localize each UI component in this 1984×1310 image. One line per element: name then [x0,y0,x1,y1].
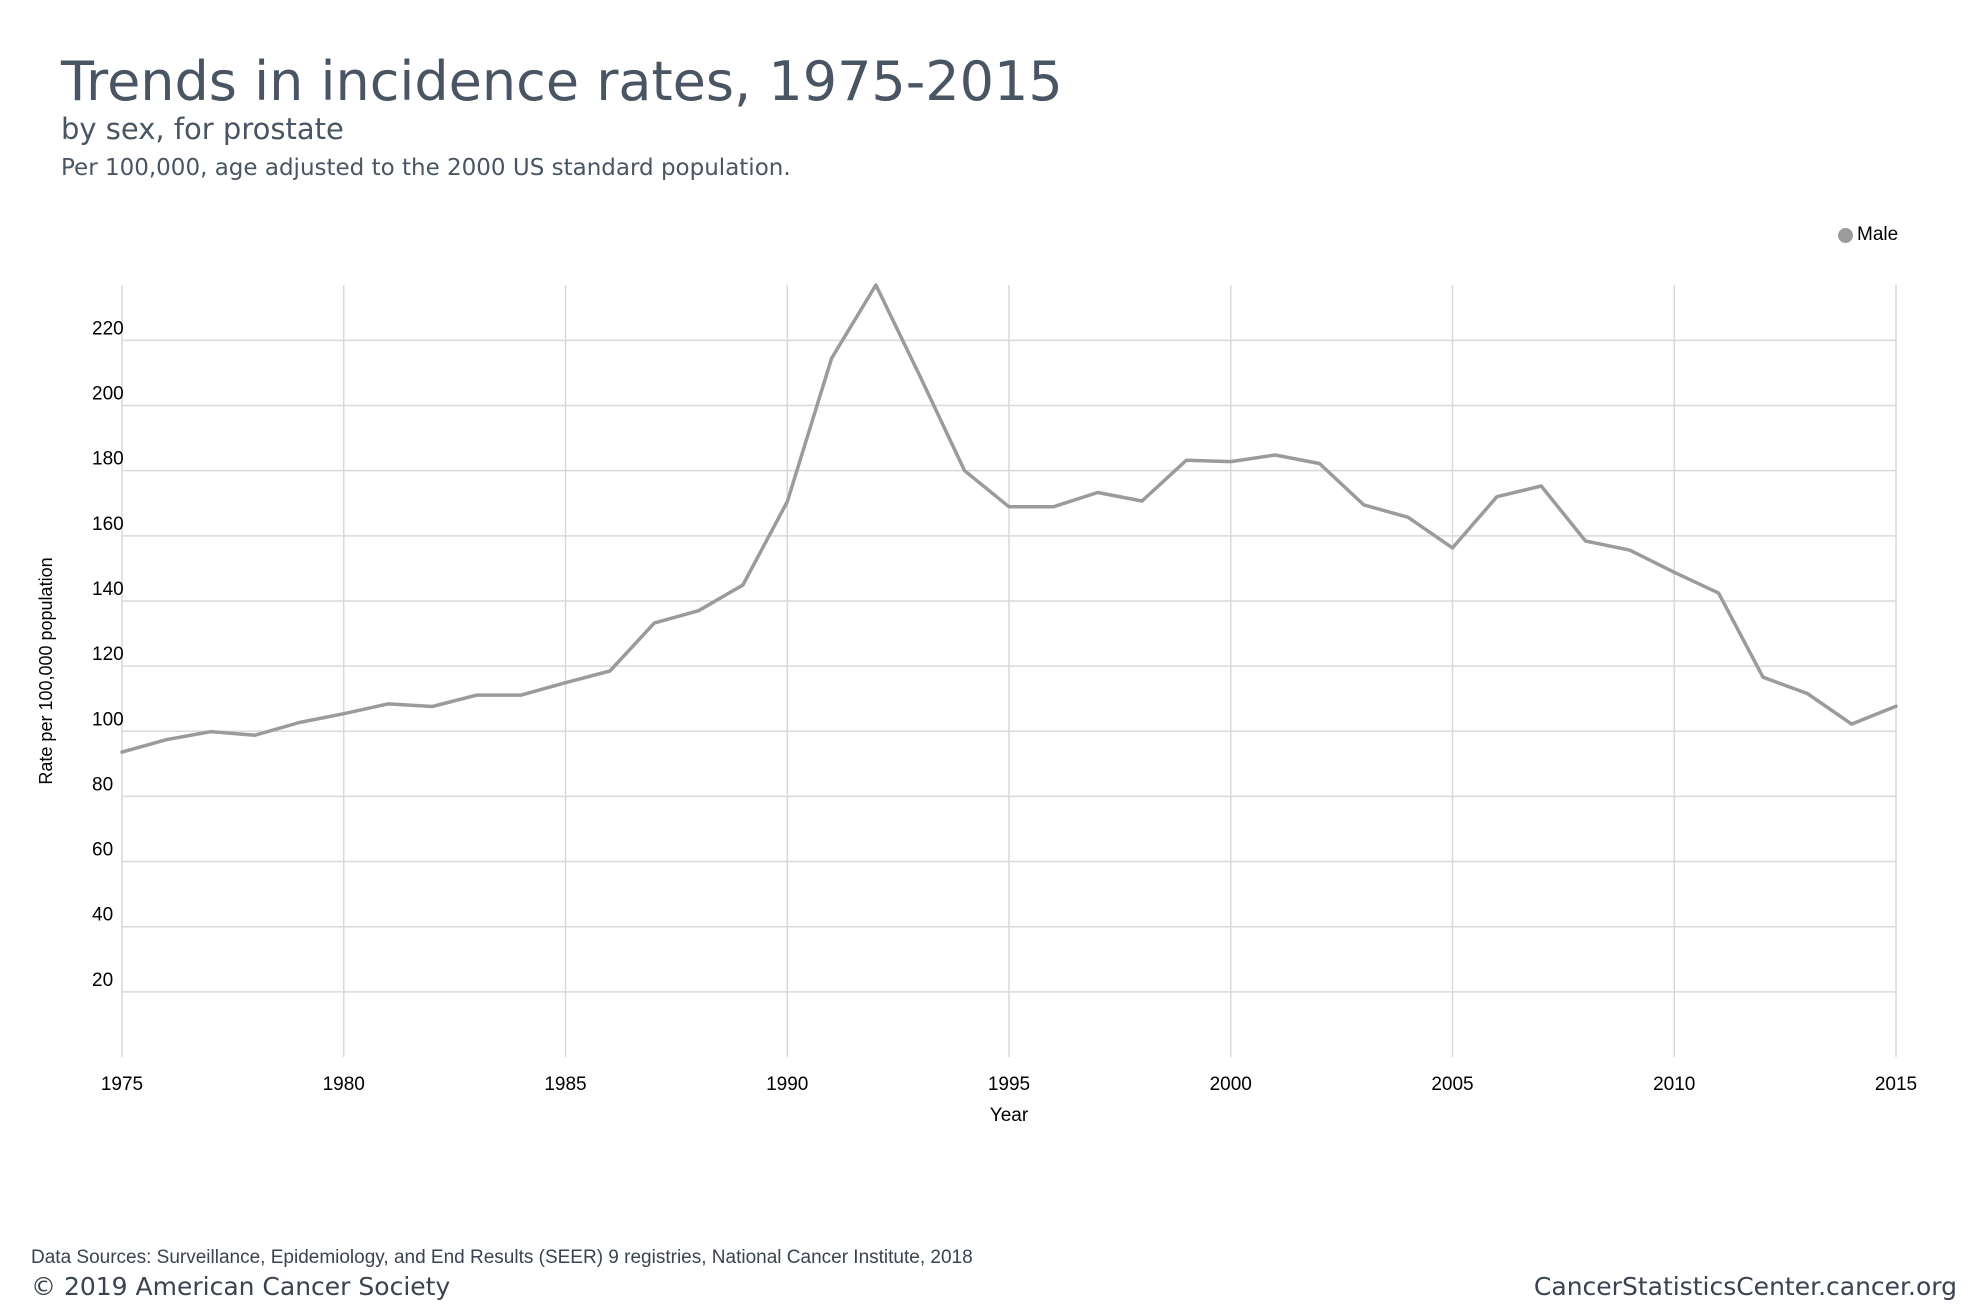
legend[interactable]: Male [1838,224,1898,246]
chart-note: Per 100,000, age adjusted to the 2000 US… [61,155,791,181]
data-point[interactable] [1846,718,1858,730]
data-point[interactable] [914,371,926,383]
data-point[interactable] [648,617,660,629]
data-point[interactable] [959,465,971,477]
copyright: © 2019 American Cancer Society [31,1272,451,1301]
x-tick-label: 2000 [1210,1074,1252,1095]
y-tick-label: 100 [92,709,124,730]
data-point[interactable] [205,726,217,738]
data-point[interactable] [1535,480,1547,492]
x-tick-label: 2005 [1431,1074,1473,1095]
data-point[interactable] [826,352,838,364]
data-point[interactable] [1491,491,1503,503]
x-axis-ticks: 1975 1980 1985 1990 1995 2000 2005 2010 2015 [101,1074,1917,1095]
legend-label-male: Male [1857,224,1899,245]
legend-swatch-male [1838,227,1853,243]
y-axis-ticks: 20 40 60 80 100 120 140 160 180 200 220 [92,318,124,990]
data-point[interactable] [737,579,749,591]
y-tick-label: 40 [92,905,113,926]
data-point[interactable] [1136,495,1148,507]
y-tick-label: 120 [92,644,124,665]
data-point[interactable] [471,689,483,701]
x-tick-label: 1975 [101,1074,143,1095]
y-tick-label: 60 [92,840,113,861]
data-point[interactable] [604,665,616,677]
data-point[interactable] [1668,566,1680,578]
data-point[interactable] [426,701,438,713]
data-point[interactable] [1402,511,1414,523]
x-tick-label: 1985 [544,1074,586,1095]
chart-subtitle: by sex, for prostate [61,112,344,146]
y-axis-label: Rate per 100,000 population [36,557,56,784]
series-line-male[interactable] [120,283,1898,754]
series-layer [116,279,1902,758]
data-point[interactable] [1801,688,1813,700]
x-tick-label: 1995 [988,1074,1030,1095]
data-point[interactable] [1447,542,1459,554]
x-tick-label: 1990 [766,1074,808,1095]
y-tick-label: 80 [92,774,113,795]
data-point[interactable] [160,734,172,746]
data-point[interactable] [1624,544,1636,556]
y-tick-label: 20 [92,970,113,991]
data-point[interactable] [1314,458,1326,470]
data-point[interactable] [338,708,350,720]
data-point[interactable] [1225,456,1237,468]
data-point[interactable] [560,677,572,689]
data-sources: Data Sources: Surveillance, Epidemiology… [31,1247,973,1268]
data-point[interactable] [382,698,394,710]
data-point[interactable] [515,689,527,701]
y-tick-label: 200 [92,384,124,405]
data-point[interactable] [116,746,128,758]
x-axis-label: Year [990,1105,1029,1126]
y-tick-label: 220 [92,318,124,339]
x-tick-label: 2010 [1653,1074,1695,1095]
data-point[interactable] [1047,501,1059,513]
data-point[interactable] [1580,535,1592,547]
grid-lines [121,285,1897,1057]
data-point[interactable] [1003,501,1015,513]
chart-title: Trends in incidence rates, 1975-2015 [61,50,1063,113]
y-tick-label: 180 [92,449,124,470]
data-point[interactable] [1180,454,1192,466]
data-point[interactable] [693,605,705,617]
x-tick-label: 1980 [323,1074,365,1095]
data-point[interactable] [781,496,793,508]
data-point[interactable] [1269,449,1281,461]
data-point[interactable] [249,729,261,741]
x-tick-label: 2015 [1875,1074,1917,1095]
data-point[interactable] [870,279,882,291]
data-point[interactable] [1092,487,1104,499]
site-link[interactable]: CancerStatisticsCenter.cancer.org [1533,1272,1957,1301]
data-point[interactable] [1358,499,1370,511]
y-tick-label: 140 [92,579,124,600]
data-point[interactable] [1713,587,1725,599]
data-point[interactable] [293,717,305,729]
data-point[interactable] [1757,671,1769,683]
y-tick-label: 160 [92,514,124,535]
data-point[interactable] [1890,700,1902,712]
